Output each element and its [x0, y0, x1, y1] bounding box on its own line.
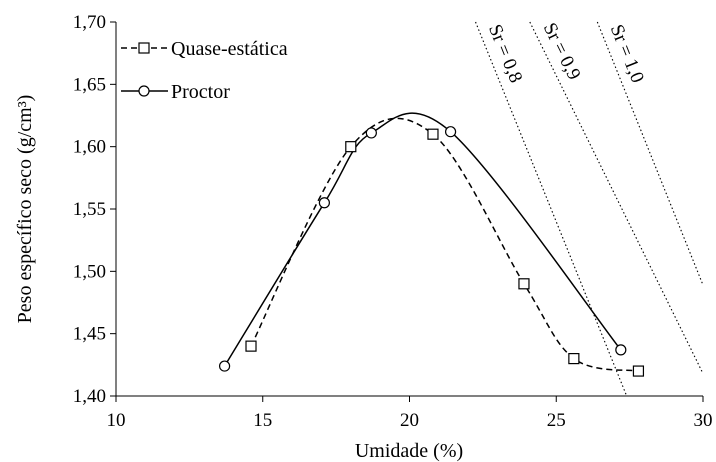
series-markers — [218, 126, 645, 377]
plot-area: 1,401,451,501,551,601,651,70 10 15 20 25 30 … — [73, 12, 713, 431]
data-point-circle — [218, 360, 231, 372]
data-point-square — [632, 365, 645, 377]
data-point-square — [427, 128, 439, 140]
legend-marker-square — [138, 42, 150, 54]
legend-label-proctor: Proctor — [171, 81, 230, 103]
y-tick-label: 1,40 — [73, 386, 106, 407]
x-ticks: 10 15 20 25 30 — [107, 396, 713, 431]
saturation-line — [529, 21, 704, 374]
y-axis-title: Peso específico seco (g/cm³) — [14, 95, 36, 324]
y-tick-label: 1,45 — [73, 324, 106, 345]
data-point-circle — [444, 126, 457, 138]
x-axis-title: Umidade (%) — [355, 440, 463, 462]
data-point-circle — [365, 127, 377, 139]
data-point-circle — [318, 197, 330, 209]
legend-label-quase-estatica: Quase-estática — [171, 38, 288, 60]
legend: Quase-estática Proctor — [121, 38, 288, 103]
x-tick-label: 20 — [400, 410, 419, 431]
x-tick-label: 25 — [547, 410, 566, 431]
x-tick-label: 10 — [107, 410, 126, 431]
saturation-line — [475, 21, 628, 397]
saturation-label: Sr = 1,0 — [606, 22, 648, 86]
y-tick-label: 1,60 — [73, 137, 106, 158]
saturation-label: Sr = 0,8 — [484, 21, 526, 85]
legend-item-proctor: Proctor — [121, 81, 230, 103]
series-line-proctor — [223, 112, 622, 367]
data-point-square — [345, 141, 357, 153]
saturation-label: Sr = 0,9 — [539, 20, 585, 84]
saturation-lines: Sr = 0,8 Sr = 0,9 Sr = 1,0 — [475, 20, 704, 397]
y-tick-label: 1,50 — [73, 261, 106, 282]
legend-marker-circle — [138, 85, 150, 97]
y-tick-label: 1,65 — [73, 74, 106, 95]
x-tick-label: 15 — [253, 410, 272, 431]
data-point-square — [245, 340, 257, 352]
series-line-quase-estatica — [250, 117, 639, 372]
x-tick-label: 30 — [694, 410, 713, 431]
y-tick-label: 1,70 — [73, 12, 106, 33]
legend-item-quase-estatica: Quase-estática — [121, 38, 288, 60]
data-point-square — [568, 353, 580, 365]
y-tick-label: 1,55 — [73, 199, 106, 220]
saturation-line — [596, 21, 704, 286]
data-point-circle — [615, 344, 627, 356]
series-lines — [223, 112, 639, 372]
data-point-square — [518, 278, 530, 290]
y-ticks: 1,40 1,45 1,50 1,55 1,60 1,65 1,70 — [73, 12, 116, 407]
